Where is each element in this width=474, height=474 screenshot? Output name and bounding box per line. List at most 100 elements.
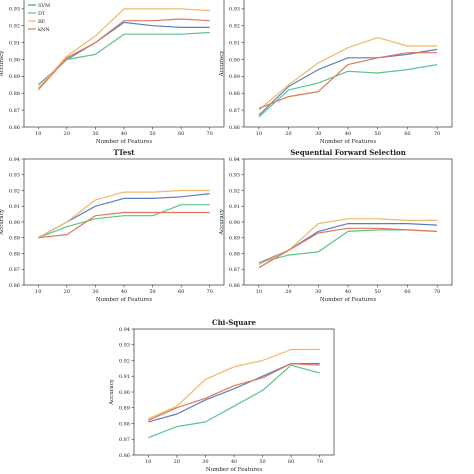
y-tick-label: 0.86 (119, 453, 130, 459)
x-tick-label: 40 (345, 289, 351, 295)
y-tick-label: 0.88 (229, 251, 240, 257)
x-tick-label: 30 (202, 459, 208, 465)
chart-title: Sequential Forward Selection (290, 148, 406, 157)
x-tick-label: 40 (121, 131, 127, 137)
series-line-dt (38, 204, 210, 239)
x-tick-label: 70 (434, 289, 440, 295)
x-tick-label: 50 (259, 459, 265, 465)
y-tick-label: 0.86 (229, 125, 240, 131)
x-tick-label: 60 (178, 131, 184, 137)
x-tick-label: 70 (317, 459, 323, 465)
x-tick-label: 30 (315, 289, 321, 295)
x-tick-label: 30 (92, 131, 98, 137)
series-line-dt (148, 364, 320, 439)
series-line-knn (148, 363, 320, 421)
y-tick-label: 0.87 (119, 437, 130, 443)
x-tick-label: 10 (35, 131, 41, 137)
series-line-rf (37, 8, 210, 89)
y-tick-label: 0.87 (9, 267, 20, 273)
x-tick-label: 70 (207, 131, 213, 137)
y-axis-label: Accuracy (0, 50, 5, 78)
series-line-knn (258, 227, 438, 269)
x-axis-label: Number of Features (320, 297, 377, 303)
x-tick-label: 20 (64, 131, 70, 137)
series-line-svm (258, 48, 438, 116)
x-tick-label: 20 (285, 289, 291, 295)
legend-label-rf: RF (38, 19, 46, 25)
x-tick-label: 50 (149, 131, 155, 137)
x-tick-label: 20 (174, 459, 180, 465)
y-tick-label: 0.90 (229, 220, 240, 226)
y-tick-label: 0.93 (9, 173, 20, 179)
x-tick-label: 60 (404, 289, 410, 295)
series-line-rf (148, 348, 320, 420)
y-tick-label: 0.93 (9, 7, 20, 13)
series-line-knn (37, 18, 210, 91)
y-tick-label: 0.94 (229, 157, 240, 163)
x-tick-label: 60 (404, 131, 410, 137)
y-tick-label: 0.93 (229, 173, 240, 179)
x-axis-label: Number of Features (206, 467, 263, 473)
y-tick-label: 0.91 (119, 374, 130, 380)
y-tick-label: 0.91 (9, 40, 20, 46)
y-tick-label: 0.92 (9, 188, 20, 194)
y-tick-label: 0.86 (9, 125, 20, 131)
y-tick-label: 0.89 (229, 236, 240, 242)
series-line-rf (38, 189, 210, 239)
y-tick-label: 0.92 (229, 24, 240, 30)
y-tick-label: 0.92 (229, 188, 240, 194)
y-tick-label: 0.90 (119, 390, 130, 396)
x-tick-label: 20 (285, 131, 291, 137)
x-tick-label: 50 (375, 131, 381, 137)
y-tick-label: 0.89 (119, 406, 130, 412)
chart-title: Chi-Square (212, 318, 256, 327)
y-tick-label: 0.92 (9, 24, 20, 30)
y-axis-label: Accuracy (219, 50, 225, 78)
x-axis-label: Number of Features (96, 297, 153, 303)
y-tick-label: 0.88 (229, 91, 240, 97)
x-tick-label: 10 (256, 289, 262, 295)
y-tick-label: 0.93 (119, 343, 130, 349)
chart-title: TTest (114, 148, 136, 157)
legend-label-knn: kNN (38, 27, 50, 33)
chart-panel-5: Chi-Square 10 20 30 40 50 60 70 0.86 0.87 0.88 0.89… (109, 318, 335, 473)
x-tick-label: 20 (64, 289, 70, 295)
x-tick-label: 10 (145, 459, 151, 465)
y-tick-label: 0.92 (119, 358, 130, 364)
legend-label-dt: DT (38, 11, 46, 17)
series-line-rf (258, 36, 438, 111)
x-axis-label: Number of Features (320, 139, 377, 145)
x-tick-label: 40 (121, 289, 127, 295)
chart-panel-2: 10 20 30 40 50 60 70 0.86 0.87 0.88 0.89 0.90 0.91 0.… (219, 0, 453, 145)
x-tick-label: 50 (149, 289, 155, 295)
x-tick-label: 30 (92, 289, 98, 295)
chart-panel-4: Sequential Forward Selection 10 20 30 40 50 60… (219, 148, 453, 303)
y-tick-label: 0.89 (229, 74, 240, 80)
y-tick-label: 0.93 (229, 7, 240, 13)
y-tick-label: 0.94 (119, 327, 130, 333)
y-tick-label: 0.90 (9, 220, 20, 226)
y-tick-label: 0.88 (9, 251, 20, 257)
y-tick-label: 0.87 (9, 108, 20, 114)
y-axis-label: Accuracy (109, 378, 115, 406)
y-tick-label: 0.90 (229, 57, 240, 63)
chart-panel-1: 10 20 30 40 50 60 70 0.86 0.87 0.88 0.89 0.90 0.91 0.… (0, 0, 225, 145)
x-tick-label: 70 (207, 289, 213, 295)
y-tick-label: 0.87 (229, 108, 240, 114)
x-tick-label: 70 (434, 131, 440, 137)
y-tick-label: 0.88 (9, 91, 20, 97)
x-tick-label: 40 (345, 131, 351, 137)
y-tick-label: 0.86 (9, 283, 20, 289)
y-axis-label: Accuracy (0, 208, 5, 236)
series-line-dt (258, 64, 438, 118)
chart-panels: 10 20 30 40 50 60 70 0.86 0.87 0.88 0.89 0.90 0.91 0.… (0, 0, 453, 473)
x-tick-label: 30 (315, 131, 321, 137)
series-line-knn (258, 52, 438, 109)
y-tick-label: 0.89 (9, 74, 20, 80)
x-tick-label: 60 (288, 459, 294, 465)
x-tick-label: 10 (35, 289, 41, 295)
chart-panel-3: TTest 10 20 30 40 50 60 70 0.86 0.87 0.88 0.89 0.90 0… (0, 148, 225, 303)
y-tick-label: 0.86 (229, 283, 240, 289)
